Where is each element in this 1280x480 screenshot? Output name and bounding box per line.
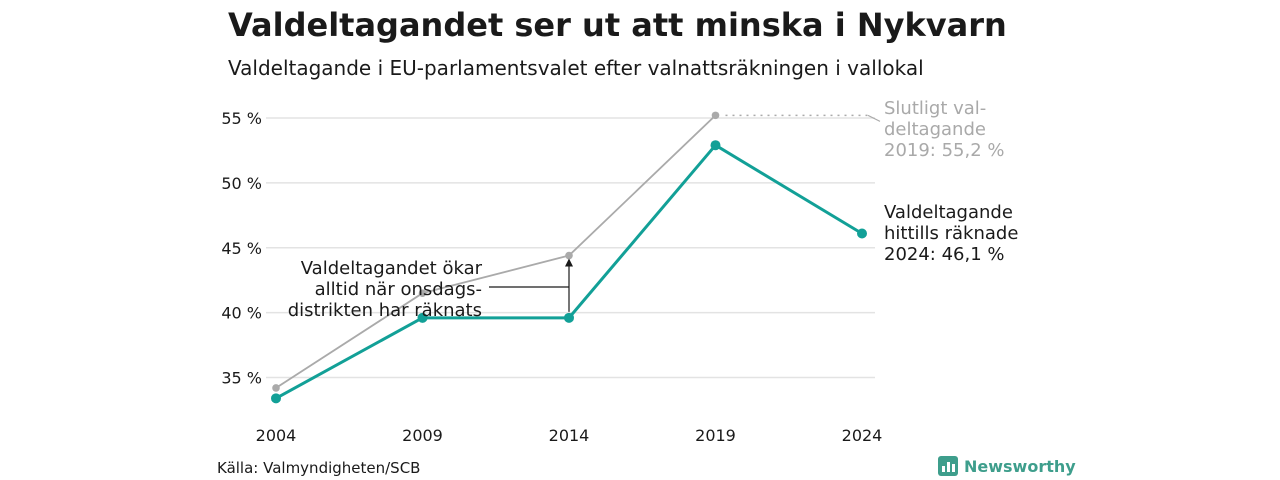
y-tick-label: 35 % [221, 369, 262, 388]
data-point-valnatt [857, 228, 867, 239]
note-label: Valdeltagandet ökar [301, 258, 483, 279]
final-turnout-label: Slutligt val- [884, 98, 986, 119]
note-label: alltid när onsdags- [315, 279, 482, 300]
data-point-final [711, 111, 720, 120]
y-tick-label: 40 % [221, 304, 262, 323]
data-point-final [272, 384, 280, 392]
final-turnout-label: deltagande [884, 119, 986, 140]
y-tick-label: 50 % [221, 174, 262, 193]
x-tick-label: 2009 [402, 426, 443, 445]
x-tick-label: 2004 [256, 426, 297, 445]
y-tick-label: 55 % [221, 109, 262, 128]
source-note: Källa: Valmyndigheten/SCB [217, 459, 421, 477]
brand-name: Newsworthy [964, 456, 1076, 476]
chart-title: Valdeltagandet ser ut att minska i Nykva… [228, 6, 1007, 44]
data-point-valnatt [271, 393, 281, 404]
data-point-final [418, 289, 427, 297]
data-point-final [565, 251, 573, 260]
note-arrow-head [565, 258, 573, 267]
final-turnout-label: 2019: 55,2 % [884, 140, 1005, 161]
data-point-valnatt [710, 140, 721, 151]
current-turnout-label: hittills räknade [884, 223, 1018, 244]
brand: Newsworthy [938, 456, 1076, 476]
newsworthy-logo-icon [938, 456, 958, 476]
x-tick-label: 2024 [842, 426, 883, 445]
x-tick-label: 2019 [695, 426, 736, 445]
current-turnout-label: 2024: 46,1 % [884, 244, 1005, 265]
data-point-valnatt [564, 312, 574, 323]
data-point-valnatt [417, 312, 428, 323]
chart-subtitle: Valdeltagande i EU-parlamentsvalet efter… [228, 56, 924, 80]
current-turnout-label: Valdeltagande [884, 202, 1013, 223]
y-tick-label: 45 % [221, 239, 262, 258]
final-label-leader-tick [867, 114, 881, 122]
series-line-final [275, 114, 717, 389]
x-tick-label: 2014 [549, 426, 590, 445]
note-label: distrikten har räknats [288, 300, 482, 321]
